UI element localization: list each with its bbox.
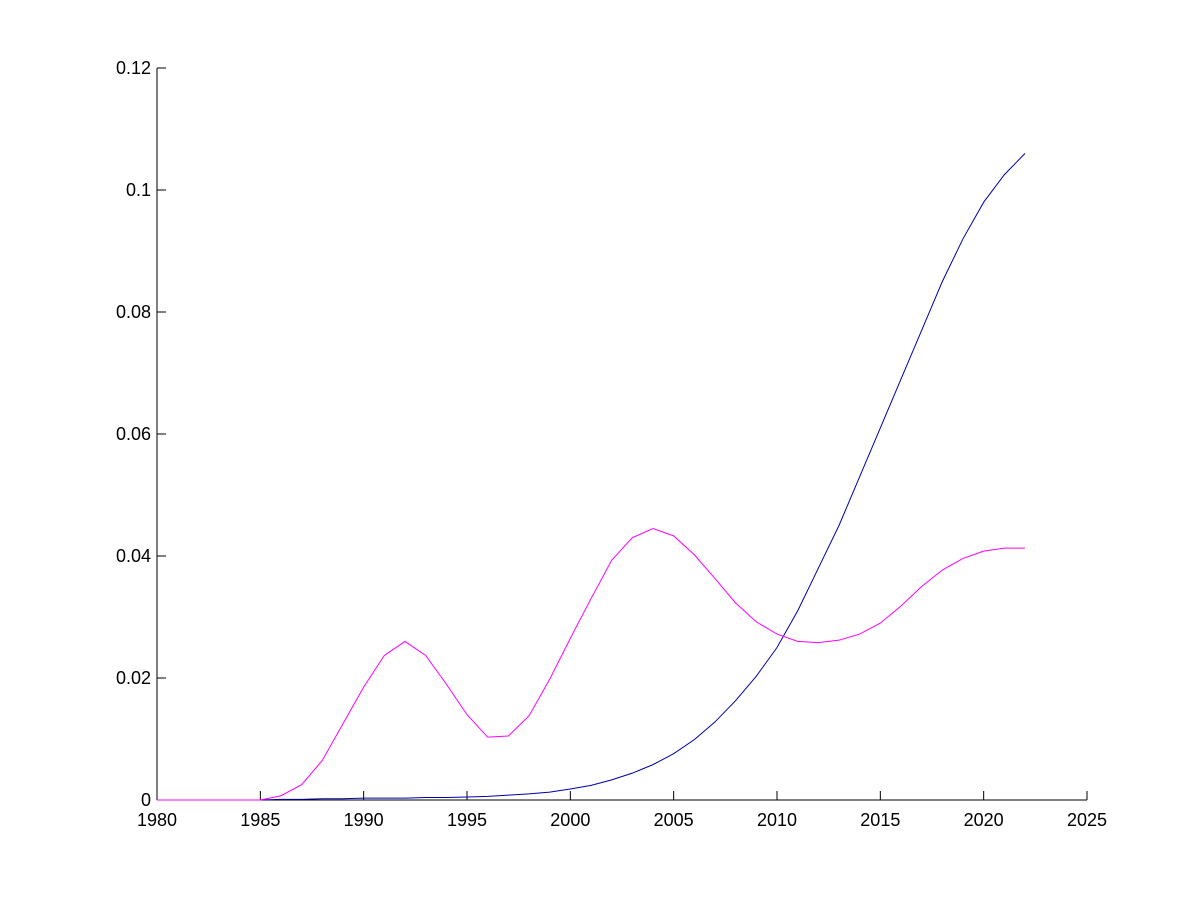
series-lines bbox=[157, 153, 1026, 801]
x-tick-label: 2000 bbox=[550, 810, 590, 830]
y-tick-label: 0.02 bbox=[116, 668, 151, 688]
x-tick-label: 2010 bbox=[757, 810, 797, 830]
series-line-2 bbox=[157, 528, 1025, 801]
y-tick-label: 0.06 bbox=[116, 424, 151, 444]
x-tick-label: 2015 bbox=[860, 810, 900, 830]
x-tick-label: 2005 bbox=[654, 810, 694, 830]
axes: 1980 1985 1990 1995 2000 2005 2010 2015 2020 2025… bbox=[116, 58, 1107, 830]
x-tick-label: 1990 bbox=[344, 810, 384, 830]
y-tick-label: 0.08 bbox=[116, 302, 151, 322]
y-tick-label: 0 bbox=[141, 790, 151, 810]
y-tick-label: 0.12 bbox=[116, 58, 151, 78]
y-tick-label: 0.04 bbox=[116, 546, 151, 566]
x-tick-label: 2020 bbox=[964, 810, 1004, 830]
x-tick-label: 2025 bbox=[1067, 810, 1107, 830]
x-tick-label: 1980 bbox=[137, 810, 177, 830]
series-line-1 bbox=[157, 153, 1026, 801]
y-tick-label: 0.1 bbox=[126, 180, 151, 200]
x-tick-label: 1985 bbox=[240, 810, 280, 830]
x-tick-label: 1995 bbox=[447, 810, 487, 830]
